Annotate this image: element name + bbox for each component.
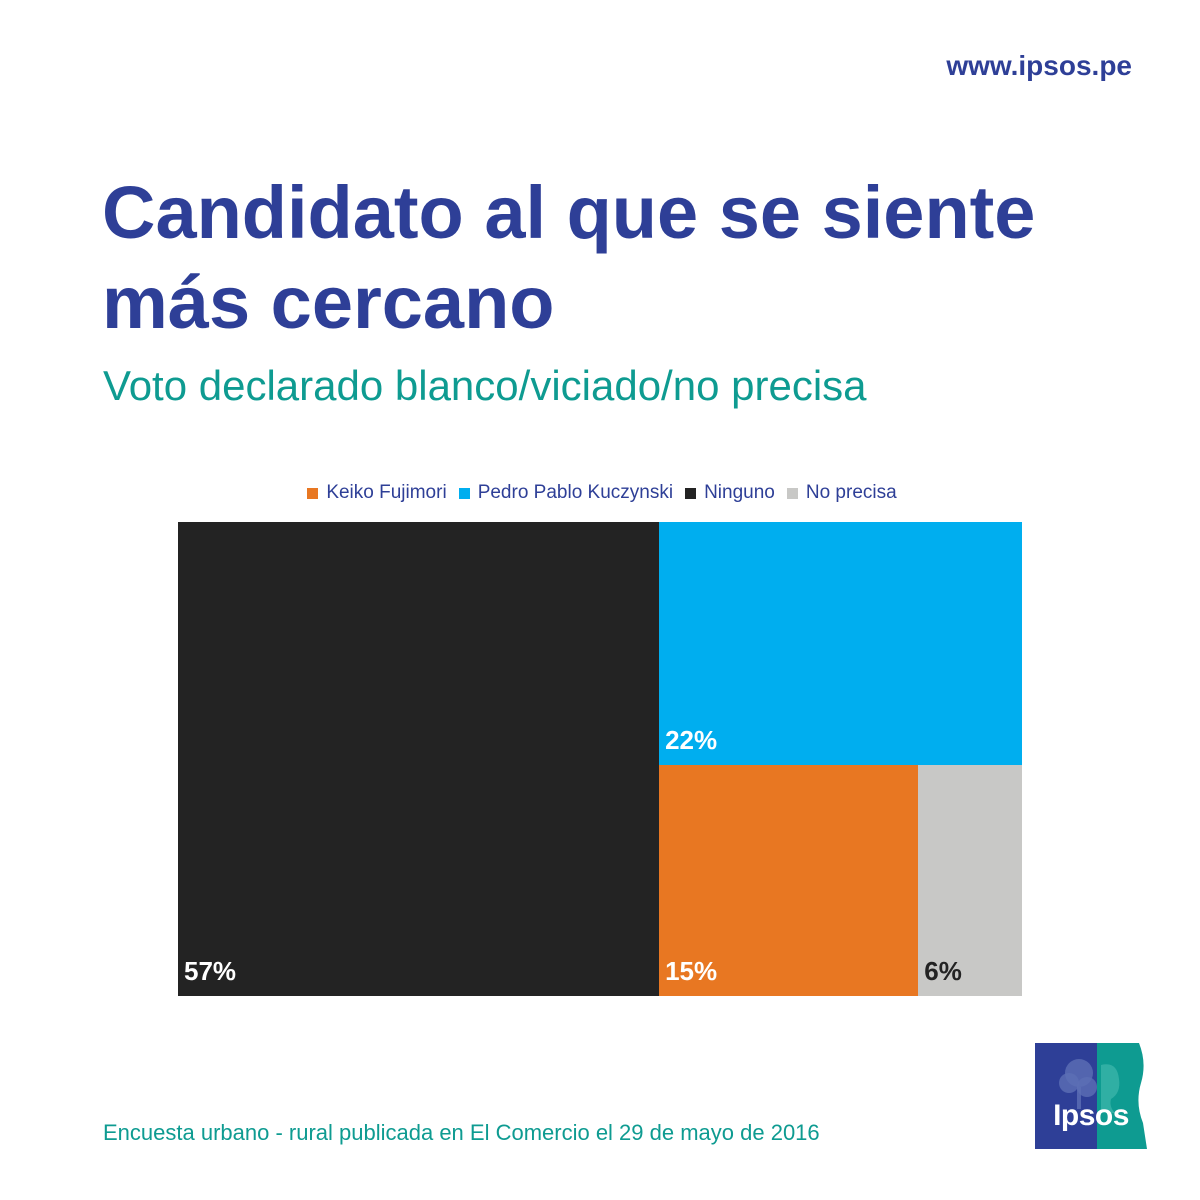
tile-no-precisa <box>918 764 1022 996</box>
legend-swatch-keiko <box>307 487 319 499</box>
tile-label-no-precisa: 6% <box>924 956 962 986</box>
tile-label-pedro-pablo-kuczynski: 22% <box>665 724 718 755</box>
tile-label-keiko-fujimori: 15% <box>665 956 718 986</box>
ipsos-logo: Ipsos <box>1035 1043 1147 1149</box>
tile-label-ninguno: 57% <box>184 956 237 986</box>
legend-label-no-precisa: No precisa <box>805 482 897 503</box>
ipsos-logo-text: Ipsos <box>1053 1099 1129 1132</box>
legend-swatch-ppk <box>458 487 470 499</box>
legend-swatch-ninguno <box>685 487 697 499</box>
page-title: Candidato al que se siente más cercano <box>102 171 1036 344</box>
legend-label-ninguno: Ninguno <box>704 482 775 503</box>
chart-legend: Keiko Fujimori Pedro Pablo Kuczynski Nin… <box>0 482 1200 504</box>
source-note: Encuesta urbano - rural publicada en El … <box>103 1120 820 1145</box>
ipsos-logo-graphic <box>1035 1043 1147 1149</box>
legend-item-keiko: Keiko Fujimori <box>307 482 447 504</box>
legend-item-ninguno: Ninguno <box>685 482 775 504</box>
legend-item-no-precisa: No precisa <box>786 482 897 504</box>
website-url[interactable]: www.ipsos.pe <box>946 50 1132 81</box>
tile-pedro-pablo-kuczynski <box>659 522 1022 765</box>
legend-label-keiko: Keiko Fujimori <box>326 482 447 503</box>
legend-label-ppk: Pedro Pablo Kuczynski <box>477 482 674 503</box>
page-subtitle: Voto declarado blanco/viciado/no precisa <box>103 362 867 409</box>
tile-keiko-fujimori <box>659 764 919 996</box>
legend-swatch-no-precisa <box>786 487 798 499</box>
legend-item-ppk: Pedro Pablo Kuczynski <box>458 482 674 504</box>
tile-ninguno <box>178 522 660 996</box>
